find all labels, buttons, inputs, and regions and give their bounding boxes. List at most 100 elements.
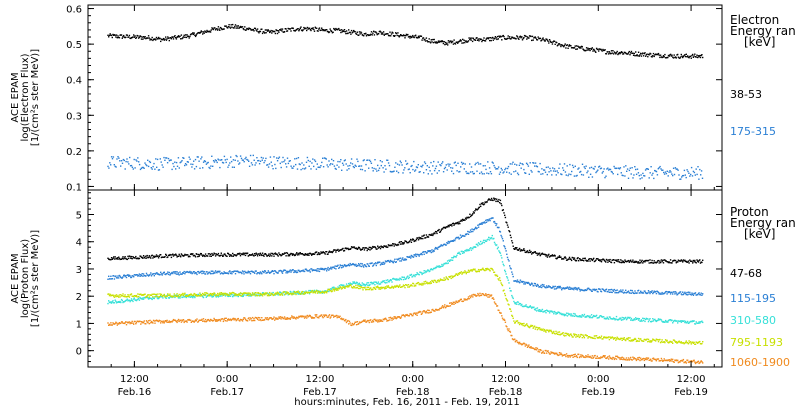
- data-point: [368, 159, 371, 161]
- data-point: [618, 168, 621, 170]
- data-point: [701, 54, 703, 56]
- data-point: [261, 252, 264, 254]
- data-point: [347, 247, 349, 250]
- data-point: [518, 282, 521, 284]
- data-point: [166, 272, 168, 275]
- data-point: [561, 173, 563, 176]
- data-point: [213, 27, 215, 29]
- data-point: [357, 247, 359, 250]
- data-point: [502, 240, 504, 242]
- data-point: [210, 293, 212, 295]
- data-point: [650, 261, 653, 264]
- series-38-53: [107, 23, 704, 59]
- data-point: [421, 235, 423, 237]
- data-point: [602, 170, 604, 173]
- data-point: [374, 263, 376, 265]
- data-point: [230, 160, 233, 163]
- data-point: [135, 159, 137, 161]
- data-point: [604, 260, 606, 262]
- data-point: [594, 165, 596, 168]
- data-point: [430, 251, 432, 254]
- data-point: [186, 34, 188, 36]
- data-point: [686, 321, 688, 324]
- data-point: [541, 310, 543, 312]
- data-point: [468, 249, 470, 252]
- data-point: [290, 271, 292, 273]
- data-point: [209, 167, 211, 170]
- data-point: [272, 294, 274, 297]
- data-point: [184, 163, 187, 165]
- data-point: [520, 37, 522, 39]
- data-point: [601, 288, 603, 290]
- data-point: [591, 259, 593, 262]
- data-point: [408, 276, 410, 279]
- data-point: [348, 248, 351, 250]
- data-point: [548, 285, 550, 287]
- data-point: [595, 51, 597, 53]
- data-point: [627, 337, 630, 339]
- data-point: [445, 43, 447, 45]
- data-point: [408, 256, 410, 258]
- data-point: [469, 215, 472, 218]
- data-point: [565, 257, 567, 259]
- data-point: [440, 164, 442, 167]
- data-point: [387, 159, 389, 161]
- data-point: [467, 230, 469, 233]
- data-point: [640, 320, 642, 322]
- data-point: [362, 289, 364, 291]
- data-point: [298, 270, 301, 273]
- data-point: [142, 275, 144, 277]
- data-point: [251, 271, 254, 273]
- data-point: [321, 252, 324, 254]
- data-point: [638, 174, 640, 177]
- data-point: [603, 168, 605, 170]
- data-point: [185, 296, 188, 299]
- data-point: [568, 286, 571, 288]
- data-point: [162, 166, 164, 168]
- data-point: [280, 255, 282, 257]
- data-point: [434, 267, 436, 270]
- data-point: [238, 293, 240, 295]
- data-point: [518, 321, 520, 324]
- data-point: [508, 282, 510, 284]
- data-point: [691, 175, 694, 177]
- data-point: [482, 241, 484, 243]
- data-point: [659, 261, 662, 264]
- data-point: [356, 287, 358, 289]
- data-point: [259, 295, 261, 297]
- data-point: [301, 290, 304, 293]
- data-point: [553, 330, 555, 333]
- data-point: [249, 293, 252, 295]
- data-point: [525, 251, 527, 254]
- data-point: [494, 274, 496, 276]
- data-point: [128, 163, 130, 165]
- data-point: [399, 257, 402, 259]
- data-point: [119, 275, 121, 277]
- data-point: [335, 265, 338, 267]
- data-point: [246, 158, 248, 161]
- data-point: [615, 53, 617, 55]
- data-point: [454, 43, 457, 45]
- data-point: [692, 259, 695, 262]
- data-point: [394, 279, 397, 281]
- data-point: [198, 160, 200, 162]
- data-point: [542, 328, 544, 330]
- data-point: [136, 160, 138, 162]
- data-point: [139, 293, 141, 296]
- data-point: [683, 320, 685, 322]
- data-point: [511, 163, 513, 165]
- data-point: [264, 294, 266, 296]
- data-point: [217, 254, 219, 256]
- data-point: [429, 234, 432, 236]
- data-point: [410, 254, 413, 257]
- data-point: [318, 166, 320, 168]
- data-point: [589, 336, 591, 338]
- data-point: [642, 55, 645, 57]
- data-point: [426, 165, 428, 167]
- data-point: [190, 163, 192, 165]
- data-point: [625, 52, 627, 54]
- data-point: [272, 253, 274, 255]
- data-point: [389, 280, 391, 282]
- data-point: [218, 255, 220, 257]
- data-point: [330, 266, 332, 268]
